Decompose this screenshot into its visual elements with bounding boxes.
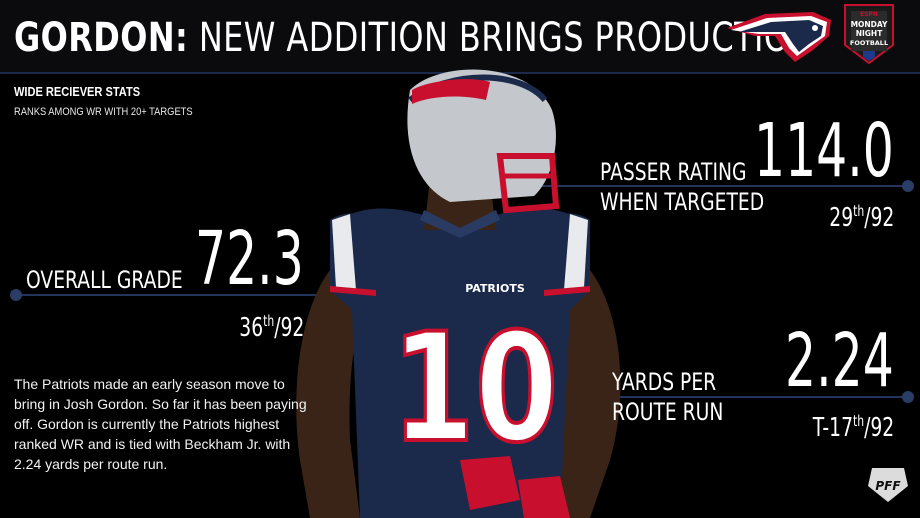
mnf-logo-icon: ESPN MONDAY NIGHT FOOTBALL — [844, 4, 894, 65]
subtitle-main: WIDE RECIEVER STATS — [14, 84, 141, 99]
pff-logo-icon: PFF — [868, 468, 908, 502]
description-text: The Patriots made an early season move t… — [14, 376, 307, 472]
passer-rating-value: 114.0 — [754, 108, 894, 194]
passer-rank-sup: th — [852, 202, 864, 220]
mnf-monday-text: MONDAY — [851, 20, 888, 29]
passer-rank-num: 29 — [828, 203, 853, 233]
yprr-rank: T-17th/92 — [812, 406, 894, 443]
overall-line — [16, 294, 316, 296]
player-image: PATRIOTS 10 — [296, 69, 621, 518]
jersey-number-text: 10 — [391, 302, 558, 476]
yprr-rank-total: /92 — [863, 413, 894, 443]
yprr-label-1: YARDS PER — [612, 368, 717, 396]
passer-dot — [902, 180, 914, 192]
title-rest: NEW ADDITION BRINGS PRODUCTION — [198, 15, 814, 61]
overall-rank-sup: th — [262, 312, 274, 330]
overall-dot — [10, 289, 22, 301]
jersey-team-text: PATRIOTS — [465, 282, 525, 295]
passer-rank-total: /92 — [863, 203, 894, 233]
patriots-logo-icon — [727, 12, 831, 62]
overall-grade-value: 72.3 — [195, 216, 304, 302]
passer-rating-label-2: WHEN TARGETED — [600, 188, 765, 216]
yprr-dot — [902, 391, 914, 403]
title-strong: GORDON: — [14, 15, 189, 61]
yprr-label-2: ROUTE RUN — [612, 398, 724, 426]
overall-rank-total: /92 — [273, 313, 304, 343]
yprr-line — [520, 396, 908, 398]
header-bar: GORDON: NEW ADDITION BRINGS PRODUCTION E… — [0, 0, 920, 74]
page-title: GORDON: NEW ADDITION BRINGS PRODUCTION — [14, 14, 814, 62]
pff-logo-text: PFF — [875, 479, 901, 493]
subtitle-sub: RANKS AMONG WR WITH 20+ TARGETS — [14, 106, 193, 118]
passer-rating-label-1: PASSER RATING — [600, 158, 747, 186]
overall-rank-num: 36 — [238, 313, 263, 343]
mnf-espn-text: ESPN — [860, 11, 878, 18]
mnf-night-text: NIGHT — [856, 29, 884, 38]
yprr-rank-num: T-17 — [812, 413, 853, 443]
yprr-value: 2.24 — [785, 318, 894, 404]
yprr-rank-sup: th — [852, 412, 864, 430]
overall-grade-label: OVERALL GRADE — [26, 266, 183, 294]
mnf-football-text: FOOTBALL — [850, 39, 888, 47]
passer-line — [540, 185, 908, 187]
overall-grade-rank: 36th/92 — [239, 306, 304, 343]
passer-rating-rank: 29th/92 — [829, 196, 894, 233]
